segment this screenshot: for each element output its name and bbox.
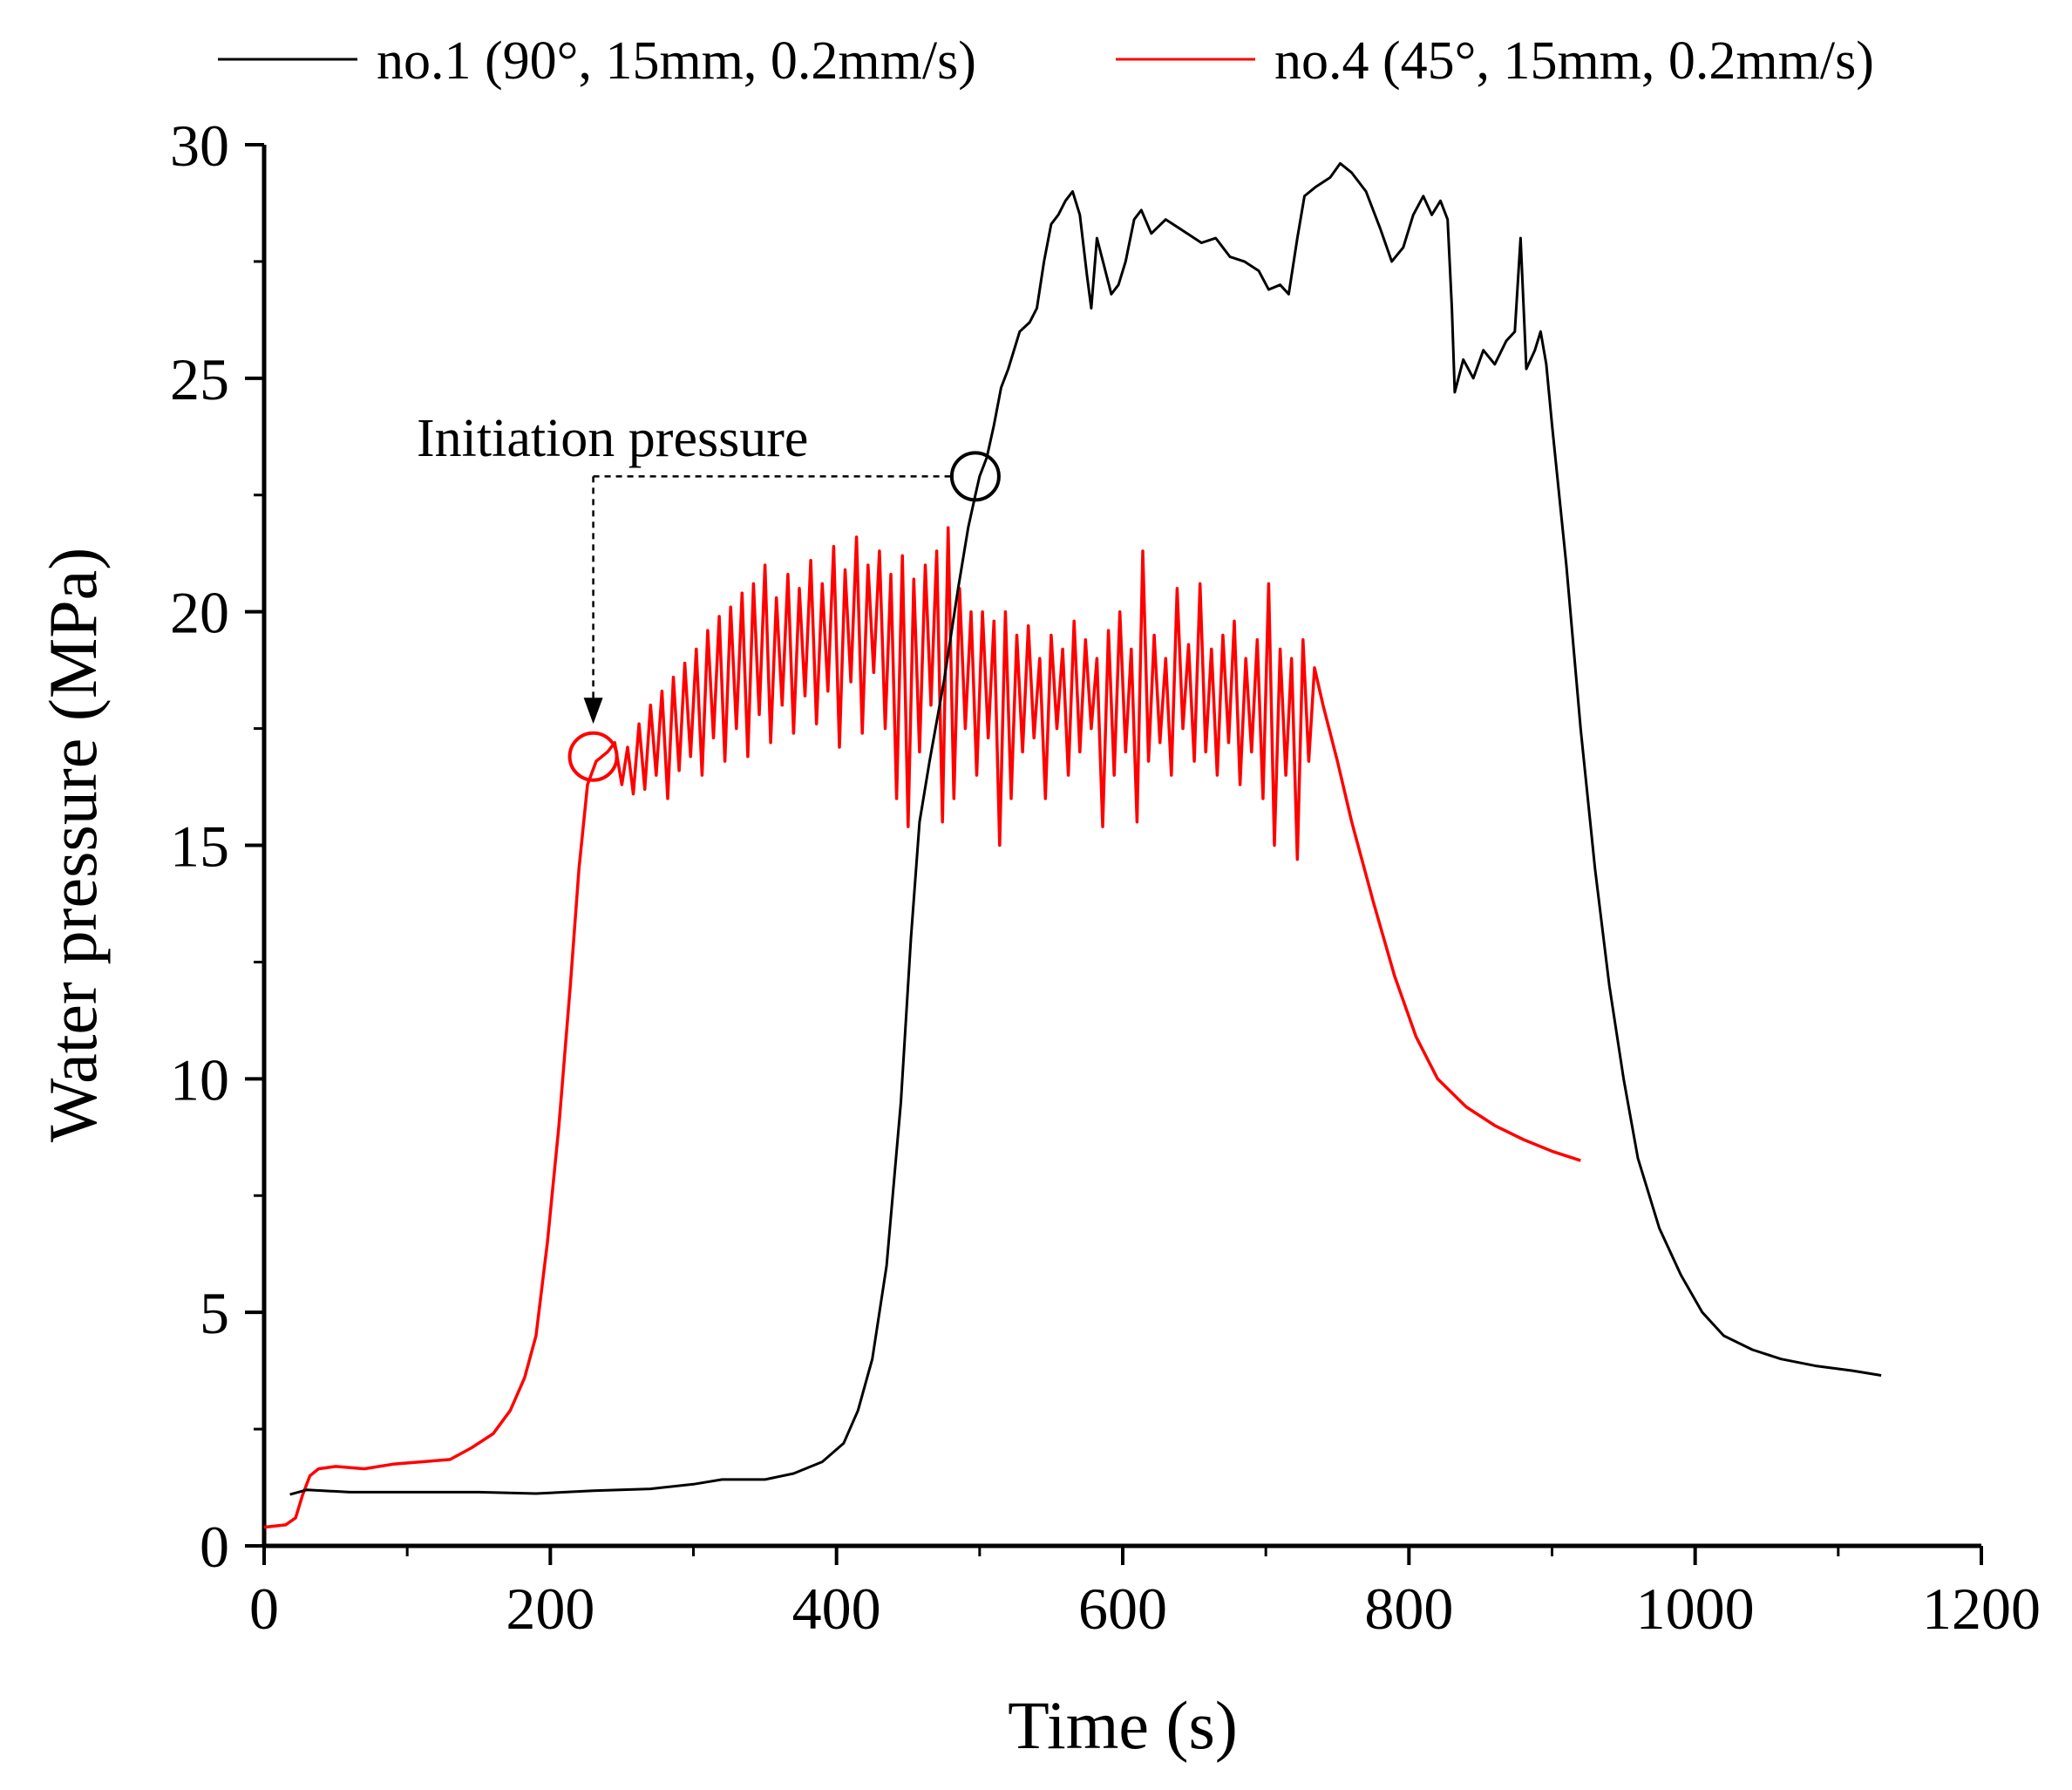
series-line-no4 xyxy=(263,526,1581,1529)
annotation-arrow-head xyxy=(583,698,603,725)
legend-label-no1: no.1 (90°, 15mm, 0.2mm/s) xyxy=(377,31,976,91)
y-tick-label: 20 xyxy=(170,580,229,646)
legend: no.1 (90°, 15mm, 0.2mm/s) no.4 (45°, 15m… xyxy=(218,31,1874,91)
x-tick-label: 200 xyxy=(506,1576,594,1642)
y-tick-label: 5 xyxy=(200,1280,229,1346)
y-axis-label: Water pressure (MPa) xyxy=(35,548,111,1142)
y-tick-label: 0 xyxy=(200,1514,229,1580)
initiation-marker-no1 xyxy=(949,451,1001,502)
series-line-no1 xyxy=(289,161,1882,1496)
x-tick-label: 400 xyxy=(792,1576,881,1642)
x-tick-label: 800 xyxy=(1364,1576,1453,1642)
y-tick-label: 25 xyxy=(170,346,229,412)
y-tick-label: 15 xyxy=(170,813,229,880)
annotation: Initiation pressure xyxy=(417,409,1001,782)
y-tick-label: 10 xyxy=(170,1046,229,1113)
annotation-label: Initiation pressure xyxy=(417,409,808,468)
x-tick-label: 600 xyxy=(1078,1576,1167,1642)
series-layer xyxy=(263,161,1882,1529)
x-axis-label: Time (s) xyxy=(1008,1687,1238,1763)
y-tick-label: 30 xyxy=(170,112,229,179)
x-ticks: 0 200 400 600 800 1000 1200 xyxy=(249,1546,2041,1642)
legend-label-no4: no.4 (45°, 15mm, 0.2mm/s) xyxy=(1274,31,1874,91)
x-tick-label: 0 xyxy=(249,1576,279,1642)
initiation-marker-no4 xyxy=(567,731,619,782)
x-tick-label: 1000 xyxy=(1636,1576,1755,1642)
y-ticks: 0 5 10 15 20 25 30 xyxy=(170,112,264,1580)
x-tick-label: 1200 xyxy=(1922,1576,2041,1642)
